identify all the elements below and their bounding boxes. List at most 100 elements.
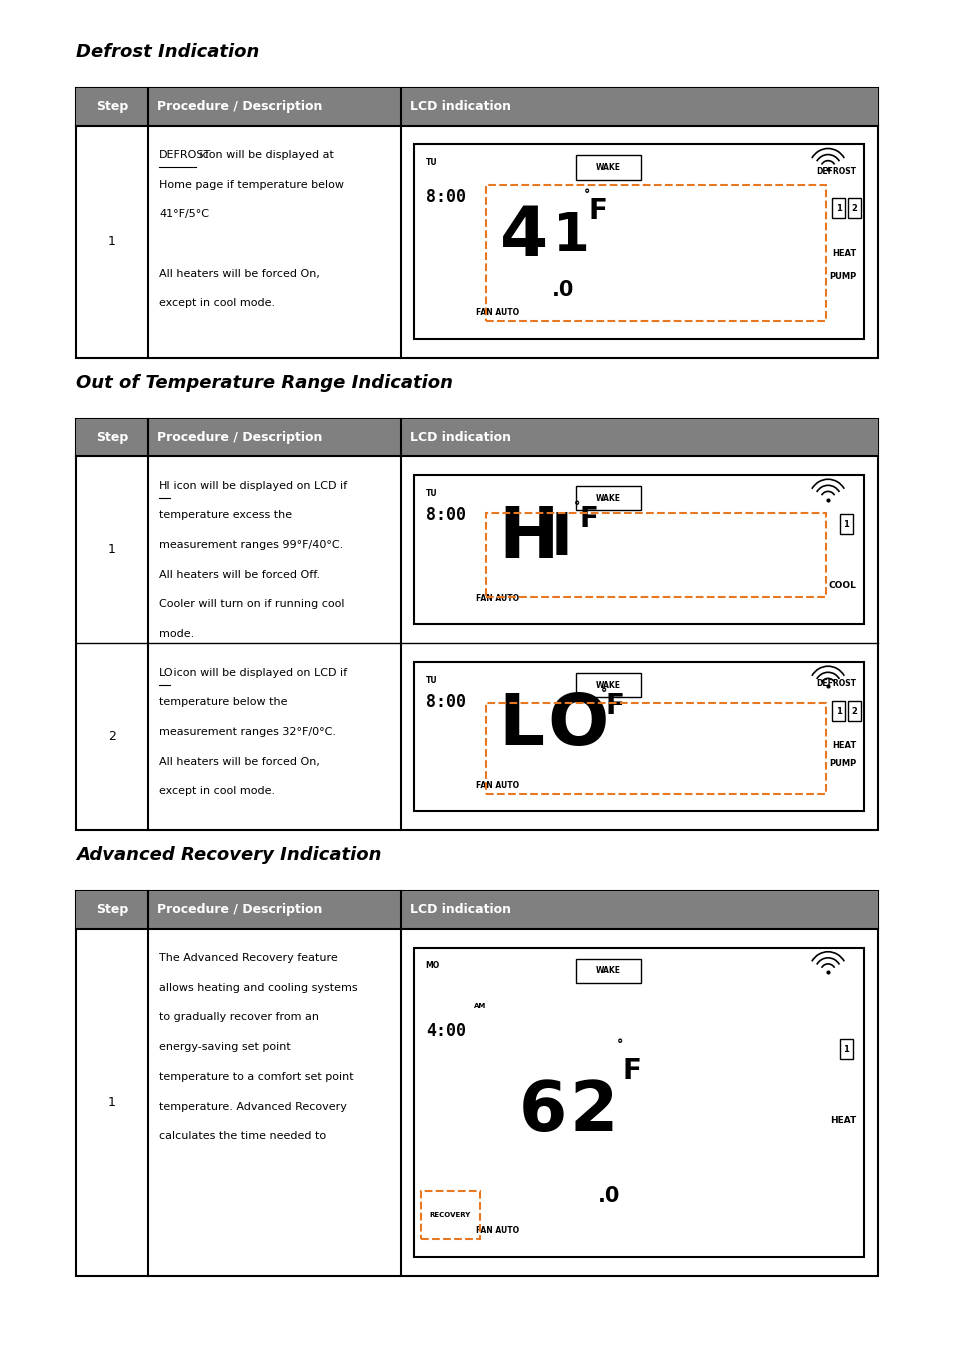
Text: to gradually recover from an: to gradually recover from an [159,1012,319,1022]
Text: Home page if temperature below: Home page if temperature below [159,180,344,189]
Text: 8:00: 8:00 [426,506,466,525]
Bar [847,198,861,219]
Text: PUMP: PUMP [828,273,856,281]
Text: F: F [605,693,624,721]
Text: 8:00: 8:00 [426,694,466,711]
Text: WAKE: WAKE [596,494,620,502]
Text: O: O [547,691,608,760]
Text: mode.: mode. [159,629,194,639]
Bar [76,418,877,456]
Text: HEAT: HEAT [832,248,856,258]
Text: COOL: COOL [828,580,856,590]
Text: RECOVERY: RECOVERY [429,1212,471,1218]
Bar [414,475,863,624]
Text: WAKE: WAKE [596,680,620,690]
Text: Procedure / Description: Procedure / Description [157,100,322,113]
Text: LCD indication: LCD indication [410,431,511,444]
Bar [420,1191,479,1239]
Text: 6: 6 [518,1077,567,1145]
Text: except in cool mode.: except in cool mode. [159,298,275,308]
Bar [485,185,825,321]
Text: temperature. Advanced Recovery: temperature. Advanced Recovery [159,1102,347,1111]
Text: F: F [578,505,598,533]
Text: LCD indication: LCD indication [410,100,511,113]
Text: All heaters will be forced On,: All heaters will be forced On, [159,756,320,767]
Text: Procedure / Description: Procedure / Description [157,431,322,444]
Text: temperature to a comfort set point: temperature to a comfort set point [159,1072,354,1081]
Bar [76,418,877,830]
Text: 1: 1 [842,520,848,529]
Bar [414,144,863,339]
Text: FAN AUTO: FAN AUTO [476,594,519,602]
Text: 8:00: 8:00 [426,188,466,207]
Bar [576,155,640,180]
Text: 2: 2 [851,204,857,213]
Text: Step: Step [96,903,128,917]
Text: LO: LO [159,668,173,678]
Text: icon will be displayed at: icon will be displayed at [196,150,334,159]
Bar [576,958,640,983]
Bar [576,486,640,510]
Text: allows heating and cooling systems: allows heating and cooling systems [159,983,357,992]
Text: HI: HI [159,481,171,490]
Text: Out of Temperature Range Indication: Out of Temperature Range Indication [76,374,453,392]
Text: F: F [621,1057,640,1085]
Text: FAN AUTO: FAN AUTO [476,308,519,317]
Text: AM: AM [474,1003,486,1010]
Text: energy-saving set point: energy-saving set point [159,1042,291,1052]
Text: 1: 1 [835,707,841,716]
Text: icon will be displayed on LCD if: icon will be displayed on LCD if [170,481,347,490]
Bar [576,674,640,698]
Text: DEFROST: DEFROST [816,167,856,176]
Bar [839,513,852,533]
Text: temperature below the: temperature below the [159,698,288,707]
Text: 1: 1 [835,204,841,213]
Text: All heaters will be forced On,: All heaters will be forced On, [159,269,320,278]
Bar [485,513,825,597]
Text: DEFROST: DEFROST [816,679,856,687]
Text: The Advanced Recovery feature: The Advanced Recovery feature [159,953,337,963]
Bar [76,891,877,929]
Text: °: ° [600,687,607,701]
Text: Step: Step [96,100,128,113]
Text: HEAT: HEAT [832,741,856,751]
Text: WAKE: WAKE [596,163,620,171]
Text: Cooler will turn on if running cool: Cooler will turn on if running cool [159,599,344,609]
Text: 2: 2 [851,707,857,716]
Text: measurement ranges 32°F/0°C.: measurement ranges 32°F/0°C. [159,726,336,737]
Text: TU: TU [425,489,436,498]
Bar [76,891,877,1276]
Bar [485,703,825,794]
Text: 1: 1 [108,1096,116,1108]
Text: FAN AUTO: FAN AUTO [476,1226,519,1235]
Text: FAN AUTO: FAN AUTO [476,780,519,790]
Text: 2: 2 [569,1077,618,1145]
Text: TU: TU [425,676,436,684]
Text: H: H [497,505,558,574]
Bar [414,663,863,811]
Text: I: I [550,510,572,567]
Text: .0: .0 [552,279,574,300]
Text: Advanced Recovery Indication: Advanced Recovery Indication [76,846,381,864]
Text: 1: 1 [553,211,590,262]
Text: PUMP: PUMP [828,759,856,768]
Text: 2: 2 [108,730,116,744]
Bar [839,1040,852,1060]
Bar [831,198,844,219]
Text: 1: 1 [108,543,116,556]
Bar [76,88,877,126]
Text: MO: MO [425,961,439,971]
Text: 4:00: 4:00 [426,1022,466,1040]
Text: L: L [497,691,543,760]
Text: icon will be displayed on LCD if: icon will be displayed on LCD if [170,668,347,678]
Text: 41°F/5°C: 41°F/5°C [159,209,209,219]
Text: Defrost Indication: Defrost Indication [76,43,259,61]
Text: F: F [588,197,607,225]
Text: calculates the time needed to: calculates the time needed to [159,1131,326,1141]
Text: .0: .0 [598,1187,619,1206]
Bar [414,948,863,1257]
Text: WAKE: WAKE [596,967,620,975]
Text: 1: 1 [842,1045,848,1054]
Text: DEFROST: DEFROST [159,150,212,159]
Text: Procedure / Description: Procedure / Description [157,903,322,917]
